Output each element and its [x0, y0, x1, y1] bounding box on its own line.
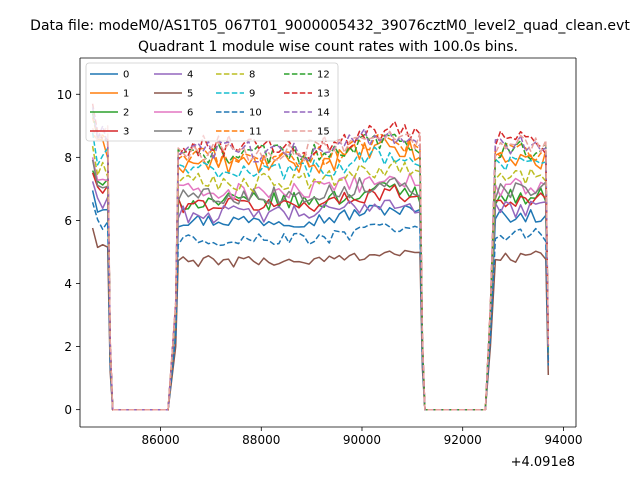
series-line-15: [91, 125, 550, 411]
x-tick-label: 88000: [242, 433, 280, 447]
x-tick-label: 86000: [141, 433, 179, 447]
legend-label-1: 1: [123, 89, 129, 100]
legend-label-6: 6: [187, 108, 193, 119]
series-lines: [91, 103, 550, 411]
y-tick-label: 8: [64, 151, 72, 165]
x-axis-ticks: 86000 88000 90000 92000 94000: [141, 427, 583, 447]
x-tick-label: 94000: [544, 433, 582, 447]
legend-label-8: 8: [249, 70, 255, 81]
legend-label-5: 5: [187, 89, 193, 100]
x-offset-label: +4.091e8: [511, 455, 575, 470]
legend-label-4: 4: [187, 70, 193, 81]
y-tick-label: 10: [57, 88, 72, 102]
legend-label-9: 9: [249, 89, 255, 100]
x-tick-label: 90000: [343, 433, 381, 447]
legend-label-3: 3: [123, 127, 129, 138]
y-tick-label: 0: [64, 403, 72, 417]
legend-label-2: 2: [123, 108, 129, 119]
y-tick-label: 2: [64, 340, 72, 354]
legend-label-12: 12: [317, 70, 330, 81]
y-tick-label: 4: [64, 277, 72, 291]
chart-title: Quadrant 1 module wise count rates with …: [138, 39, 518, 55]
legend-label-13: 13: [317, 89, 330, 100]
y-tick-label: 6: [64, 214, 72, 228]
legend-frame: [85, 62, 339, 142]
legend-label-7: 7: [187, 127, 193, 138]
legend-label-14: 14: [317, 108, 330, 119]
legend-label-11: 11: [249, 127, 262, 138]
figure-suptitle: Data file: modeM0/AS1T05_067T01_90000054…: [30, 18, 630, 34]
x-tick-label: 92000: [444, 433, 482, 447]
axes-spines: [79, 57, 577, 428]
y-axis-ticks: 0 2 4 6 8 10: [57, 88, 80, 417]
legend-label-0: 0: [123, 70, 129, 81]
legend-label-10: 10: [249, 108, 262, 119]
legend-label-15: 15: [317, 127, 330, 138]
